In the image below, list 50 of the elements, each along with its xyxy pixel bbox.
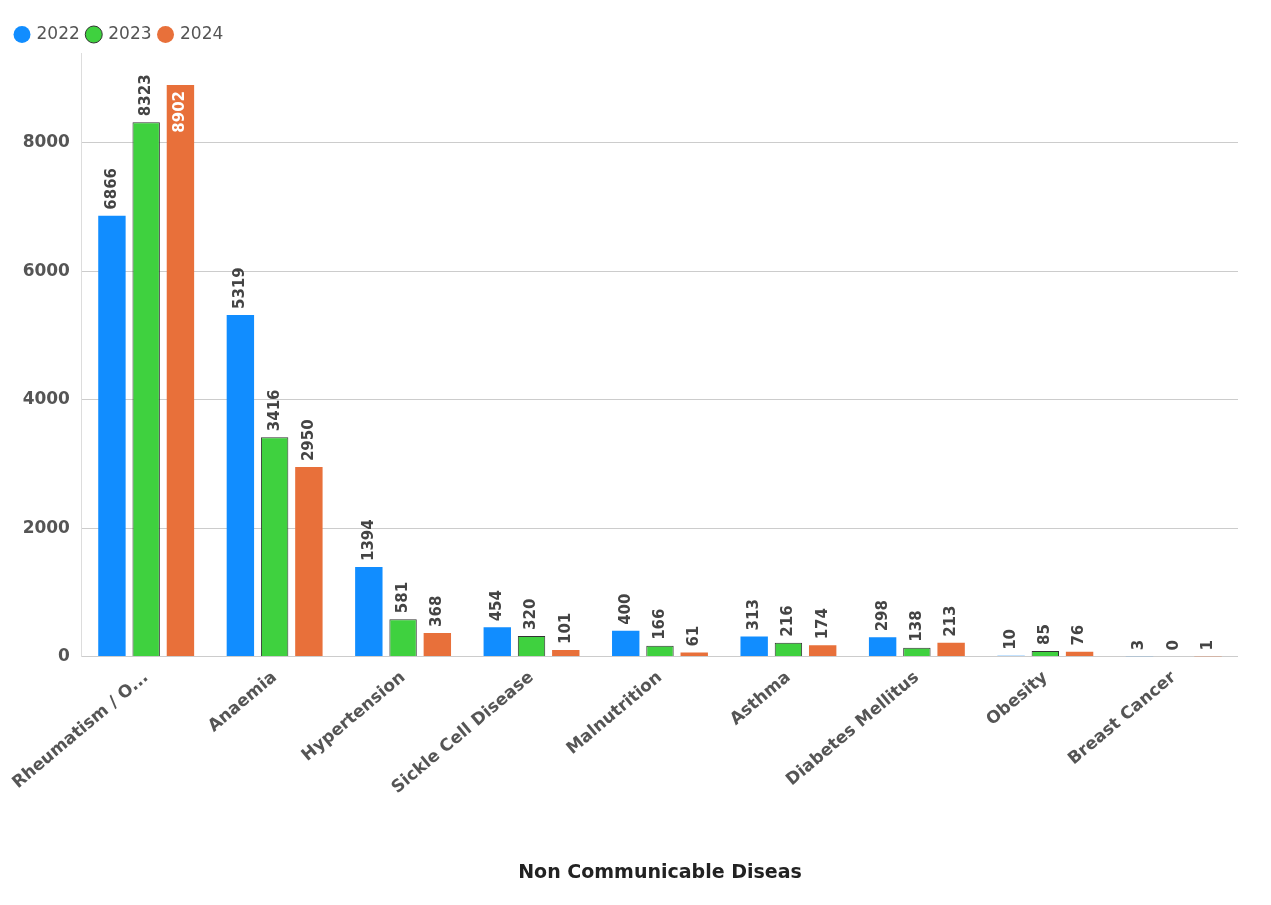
data-label: 313 [744,599,763,631]
y-tick-label: 4000 [22,388,71,409]
bar [937,642,965,656]
data-label: 8902 [170,90,189,133]
bar [226,315,255,656]
data-label: 216 [778,605,797,637]
data-label: 320 [521,598,540,630]
legend-label: 2023 [108,22,152,43]
data-label: 174 [812,608,831,640]
bar [552,650,580,656]
x-axis-title: Non Communicable Diseas [518,859,802,882]
data-label: 61 [684,625,703,647]
data-label: 85 [1035,624,1054,646]
data-label: 3416 [264,389,283,432]
bar [1065,651,1094,656]
bar [166,84,195,656]
bar [98,215,126,656]
data-label: 581 [392,581,411,614]
y-tick-label: 0 [58,644,71,665]
data-label: 101 [555,612,574,645]
data-label: 138 [906,610,925,642]
data-label: 5319 [230,267,249,310]
data-label: 400 [615,593,634,625]
bar [483,627,511,656]
data-label: 1394 [358,519,377,562]
legend-label: 2022 [36,22,80,43]
bar [355,567,383,656]
data-label: 2950 [298,419,317,462]
data-label: 166 [649,608,668,640]
bar [740,636,768,656]
data-label: 0 [1163,640,1182,651]
data-label: 298 [872,600,891,632]
bar [612,630,640,656]
data-label: 3 [1129,639,1148,651]
data-label: 213 [941,605,960,637]
data-label: 10 [1000,628,1019,650]
data-label: 76 [1069,624,1088,646]
legend-label: 2024 [180,22,224,43]
bar [808,645,837,656]
y-tick-label: 2000 [22,516,71,537]
y-tick-label: 6000 [22,259,71,280]
data-label: 6866 [101,167,120,210]
bar [868,637,897,656]
bar [295,467,323,656]
data-label: 368 [427,595,446,627]
data-label: 1 [1197,640,1216,651]
data-label: 8323 [136,74,155,117]
y-tick-label: 8000 [22,131,71,152]
data-label: 454 [487,590,506,622]
bar [423,632,452,656]
